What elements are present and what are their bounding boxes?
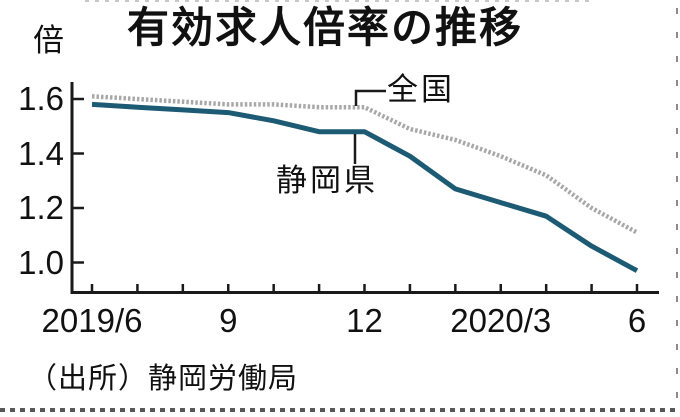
clipping-edge-top xyxy=(85,0,590,2)
series-label-nationwide: 全国 xyxy=(387,72,455,107)
y-axis-unit-label: 倍 xyxy=(33,23,64,58)
y-tick-label: 1.4 xyxy=(18,134,64,172)
x-tick-label: 12 xyxy=(346,302,383,339)
x-tick-label: 2019/6 xyxy=(41,302,143,339)
source-note: （出所）静岡労働局 xyxy=(28,363,299,395)
y-tick-label: 1.6 xyxy=(18,80,64,117)
x-tick-label: 9 xyxy=(219,302,238,339)
x-tick-label: 6 xyxy=(627,302,647,339)
y-tick-label: 1.0 xyxy=(18,243,64,281)
callout-line-nationwide xyxy=(354,89,386,106)
clipping-edge-bottom xyxy=(0,408,680,412)
clipping-edge-right xyxy=(676,8,678,408)
x-tick-label: 2020/3 xyxy=(450,302,552,339)
series-line-nationwide xyxy=(91,94,639,235)
series-label-shizuoka: 静岡県 xyxy=(276,163,378,198)
series-line-shizuoka xyxy=(91,101,639,273)
chart-title: 有効求人倍率の推移 xyxy=(127,4,524,51)
y-tick-label: 1.2 xyxy=(18,189,64,226)
